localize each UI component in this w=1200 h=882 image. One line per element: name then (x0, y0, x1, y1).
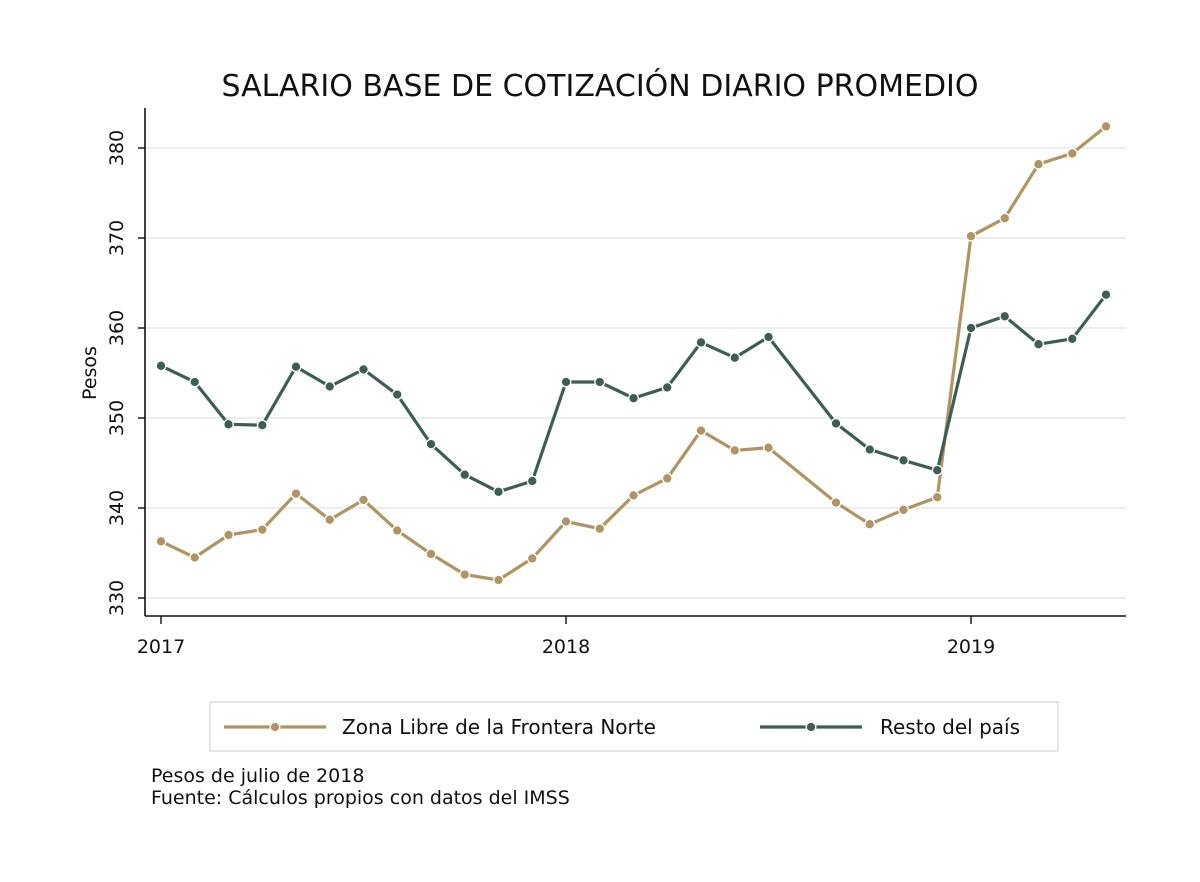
legend-box (209, 701, 1059, 752)
point-resto-del-pais (628, 392, 639, 404)
y-axis-label: Pesos (79, 346, 101, 400)
legend-entry-zona-libre: Zona Libre de la Frontera Norte (224, 715, 656, 739)
point-resto-del-pais (931, 464, 943, 476)
y-tick-label-380: 380 (106, 130, 128, 166)
y-tick-label-330: 330 (106, 580, 128, 616)
point-resto-del-pais (256, 419, 268, 431)
footnote-source: Fuente: Cálculos propios con datos del I… (151, 787, 570, 809)
point-resto-del-pais (290, 361, 302, 373)
point-zona-libre (864, 518, 876, 530)
point-resto-del-pais (189, 376, 201, 388)
point-zona-libre (965, 230, 977, 242)
point-resto-del-pais (425, 438, 437, 450)
point-zona-libre (1066, 147, 1078, 159)
x-tick-label-2019: 2019 (947, 636, 995, 658)
point-zona-libre (155, 535, 167, 547)
series-zona-libre (155, 120, 1112, 586)
point-resto-del-pais (324, 381, 336, 392)
point-zona-libre (358, 494, 369, 506)
y-tick-label-360: 360 (106, 310, 128, 346)
point-zona-libre (290, 488, 302, 500)
point-resto-del-pais (830, 417, 842, 429)
legend-entry-resto-del-pais: Resto del país (760, 715, 1020, 739)
point-resto-del-pais (999, 310, 1011, 322)
point-resto-del-pais (594, 376, 606, 388)
legend-label-zona-libre: Zona Libre de la Frontera Norte (342, 715, 656, 739)
point-zona-libre (256, 524, 268, 536)
x-tick-label-2017: 2017 (137, 636, 185, 658)
point-zona-libre (223, 529, 234, 541)
point-resto-del-pais (1100, 289, 1112, 301)
axes: 330 340 350 360 370 380 2017 2018 2019 (106, 108, 1126, 658)
point-zona-libre (324, 514, 336, 526)
point-zona-libre (493, 574, 504, 586)
point-resto-del-pais (223, 418, 234, 430)
point-zona-libre (189, 552, 201, 563)
point-resto-del-pais (965, 322, 977, 334)
series-line-resto-del-pais (159, 293, 1108, 494)
y-tick-label-350: 350 (106, 400, 128, 436)
point-zona-libre (695, 425, 707, 437)
point-zona-libre (763, 442, 774, 454)
point-zona-libre (898, 504, 909, 516)
point-zona-libre (1100, 120, 1112, 132)
point-resto-del-pais (526, 475, 538, 487)
legend: Zona Libre de la Frontera Norte Resto de… (209, 701, 1059, 752)
y-tick-label-370: 370 (106, 220, 128, 256)
point-zona-libre (526, 552, 538, 564)
point-resto-del-pais (864, 444, 876, 455)
point-resto-del-pais (729, 352, 741, 364)
point-zona-libre (391, 525, 403, 536)
y-tick-label-340: 340 (106, 490, 128, 526)
grid-lines (147, 147, 1126, 599)
point-resto-del-pais (155, 360, 167, 372)
point-zona-libre (661, 472, 673, 484)
legend-label-resto-del-pais: Resto del país (880, 715, 1020, 739)
legend-marker-zona-libre (269, 721, 281, 733)
plot-area (155, 120, 1112, 586)
legend-marker-resto-del-pais (805, 721, 817, 733)
point-zona-libre (560, 516, 572, 527)
point-resto-del-pais (898, 454, 909, 466)
point-resto-del-pais (493, 486, 504, 498)
footnote-units: Pesos de julio de 2018 (151, 765, 365, 787)
point-zona-libre (594, 523, 606, 535)
point-resto-del-pais (459, 469, 471, 481)
point-zona-libre (628, 489, 639, 501)
chart-title: SALARIO BASE DE COTIZACIÓN DIARIO PROMED… (221, 67, 978, 104)
point-zona-libre (830, 497, 842, 509)
x-tick-label-2018: 2018 (542, 636, 590, 658)
point-zona-libre (1033, 158, 1044, 170)
point-resto-del-pais (358, 363, 369, 375)
series-line-zona-libre (159, 124, 1108, 582)
point-zona-libre (931, 491, 943, 503)
point-resto-del-pais (763, 331, 774, 343)
point-resto-del-pais (661, 381, 673, 393)
point-zona-libre (459, 569, 471, 581)
point-resto-del-pais (391, 389, 403, 401)
point-resto-del-pais (695, 336, 707, 348)
point-resto-del-pais (1033, 338, 1044, 350)
point-zona-libre (729, 444, 741, 456)
point-resto-del-pais (560, 376, 572, 388)
series-resto-del-pais (155, 289, 1112, 498)
point-zona-libre (999, 212, 1011, 224)
point-zona-libre (425, 548, 437, 560)
point-resto-del-pais (1066, 333, 1078, 345)
